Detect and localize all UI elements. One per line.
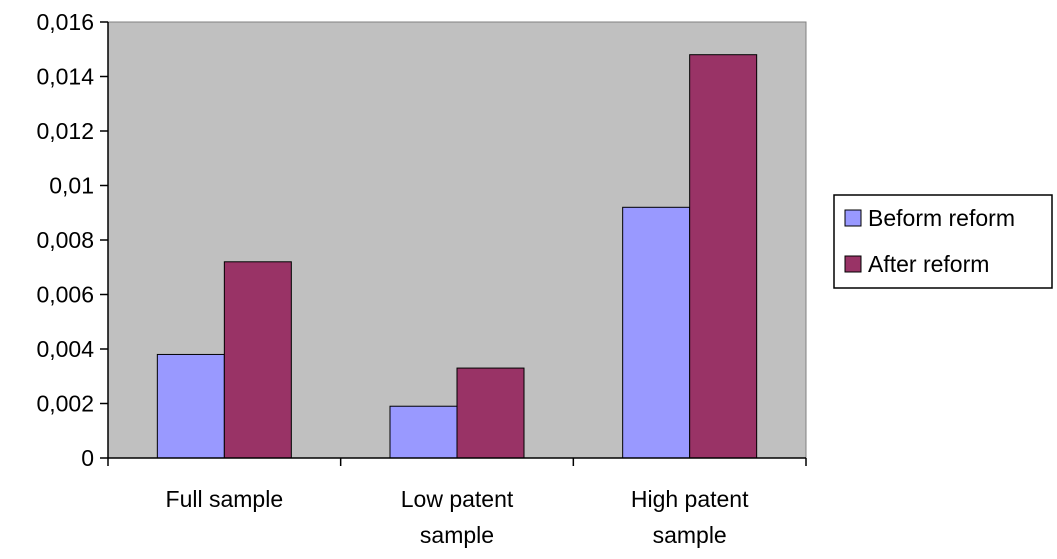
- y-tick-label: 0,01: [49, 173, 94, 199]
- bar-after-cat2: [689, 54, 758, 459]
- x-category-label: Low patent sample: [401, 486, 514, 548]
- bar-before-cat1: [389, 405, 458, 459]
- x-category-label-line: sample: [420, 522, 494, 548]
- bar-after-cat0: [223, 261, 292, 459]
- legend-swatch: [844, 209, 862, 227]
- y-tick-label: 0,014: [36, 64, 94, 90]
- y-tick-label: 0,008: [36, 227, 94, 253]
- x-category-label: Full sample: [166, 486, 284, 512]
- bar-before-cat2: [622, 206, 691, 459]
- x-category-label-line: sample: [653, 522, 727, 548]
- y-tick-label: 0,016: [36, 9, 94, 35]
- y-tick-label: 0,002: [36, 391, 94, 417]
- legend-box: [833, 194, 1053, 289]
- y-axis: 0 0,002 0,004 0,006 0,008 0,01 0,012 0,014 0,016: [36, 9, 109, 471]
- y-tick-label: 0: [81, 445, 94, 471]
- bars-group: [156, 54, 758, 459]
- legend-swatch: [844, 255, 862, 273]
- x-category-label-line: Full sample: [166, 486, 284, 512]
- legend: Beform reform After reform: [833, 194, 1053, 289]
- legend-label: Beform reform: [868, 205, 1015, 231]
- y-tick-label: 0,006: [36, 282, 94, 308]
- bar-after-cat1: [456, 367, 525, 459]
- y-tick-label: 0,012: [36, 118, 94, 144]
- y-tick-label: 0,004: [36, 336, 94, 362]
- legend-label: After reform: [868, 251, 989, 277]
- bar-before-cat0: [156, 353, 225, 459]
- x-category-label-line: Low patent: [401, 486, 514, 512]
- x-category-label-line: High patent: [631, 486, 749, 512]
- x-axis: Full sample Low patent sample High patent sa…: [107, 457, 807, 548]
- x-category-label: High patent sample: [631, 486, 749, 548]
